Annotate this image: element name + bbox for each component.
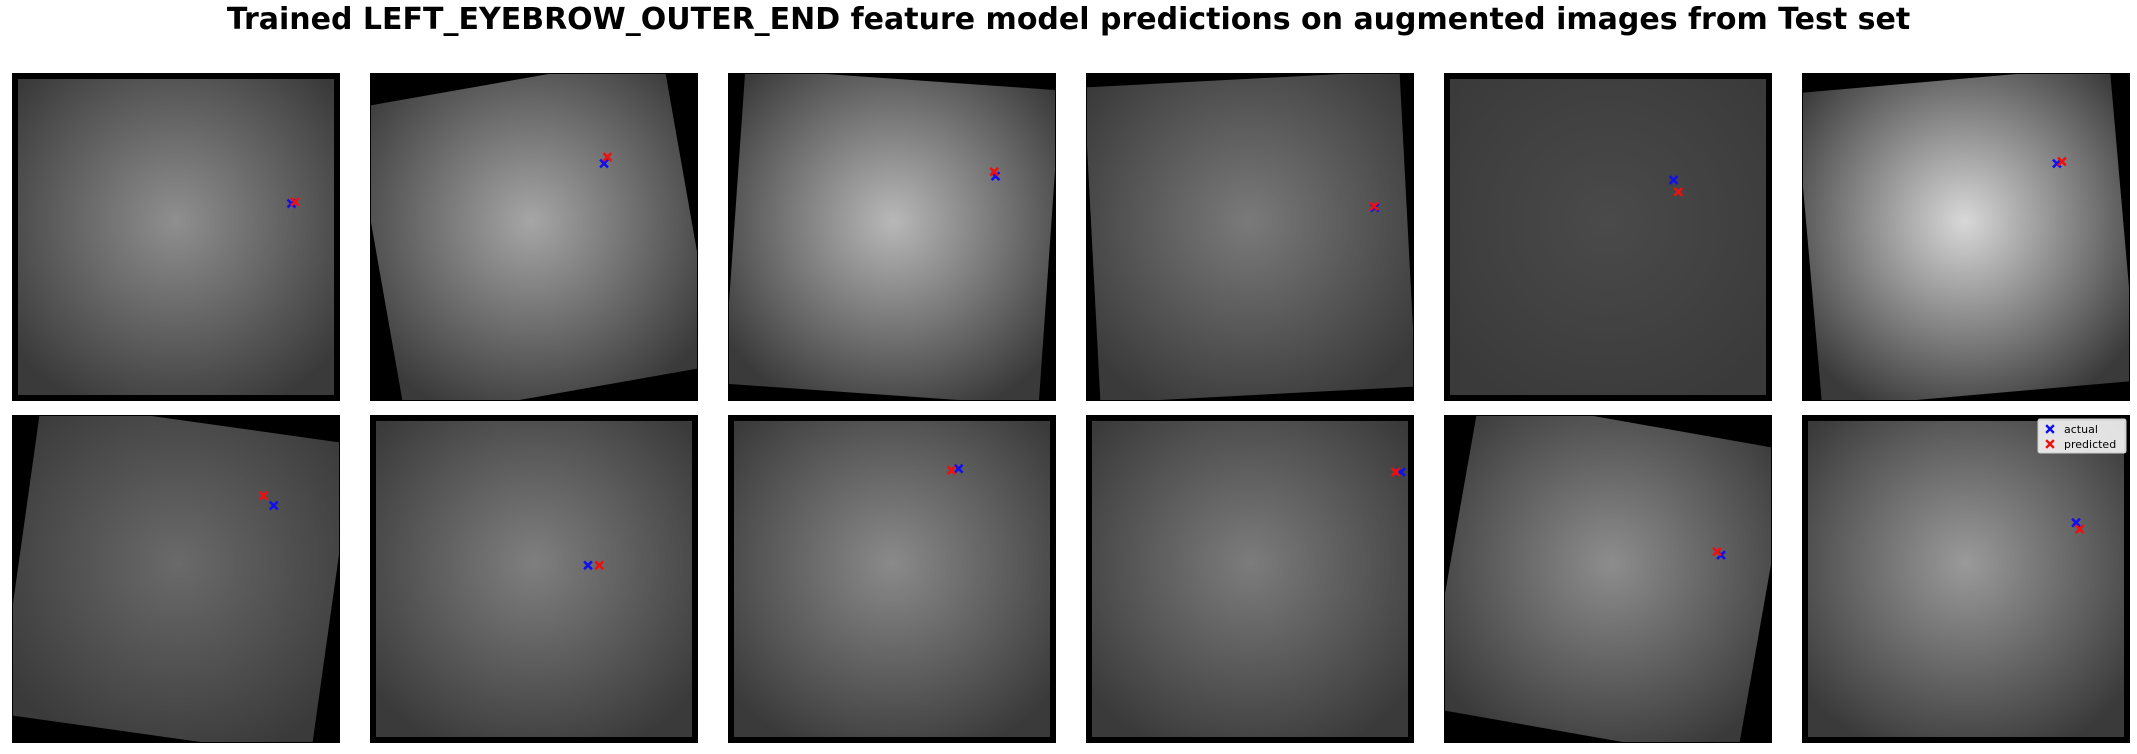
actual-marker xyxy=(599,158,609,169)
predicted-marker xyxy=(1369,201,1379,212)
predicted-marker xyxy=(989,166,999,177)
predicted-marker xyxy=(1673,187,1684,197)
panel-frame xyxy=(1802,415,2130,743)
actual-marker xyxy=(268,500,279,511)
panel-4 xyxy=(1086,73,1414,401)
panel-8 xyxy=(370,415,698,743)
panel-10 xyxy=(1086,415,1414,743)
panel-frame xyxy=(1444,73,1772,401)
face-image xyxy=(1092,421,1408,737)
panel-12 xyxy=(1802,415,2130,743)
figure-title: Trained LEFT_EYEBROW_OUTER_END feature m… xyxy=(226,2,1911,37)
face-image xyxy=(1808,421,2124,737)
panel-frame xyxy=(1086,73,1414,401)
panel-2 xyxy=(370,73,698,401)
actual-marker xyxy=(583,560,593,571)
legend-actual-label: actual xyxy=(2064,423,2098,436)
face-image xyxy=(1086,73,1414,401)
predicted-marker xyxy=(602,152,613,162)
predicted-marker xyxy=(594,560,605,571)
face-image xyxy=(1444,415,1772,743)
panel-frame xyxy=(12,73,340,401)
panel-1 xyxy=(12,73,340,401)
panel-11 xyxy=(1444,415,1772,743)
panel-frame xyxy=(728,415,1056,743)
panel-5 xyxy=(1444,73,1772,401)
predicted-marker xyxy=(1712,546,1722,557)
panel-frame xyxy=(1444,415,1772,743)
panel-6 xyxy=(1802,73,2130,401)
panels-layer xyxy=(12,73,2130,743)
predicted-marker xyxy=(1390,467,1401,477)
face-image xyxy=(376,421,692,737)
predicted-marker xyxy=(2074,524,2085,534)
panel-frame xyxy=(12,415,340,743)
predicted-marker xyxy=(946,465,957,476)
panel-frame xyxy=(370,73,698,401)
actual-marker xyxy=(2071,517,2081,528)
predicted-marker xyxy=(290,196,300,207)
face-image xyxy=(734,421,1050,737)
face-image xyxy=(728,73,1056,401)
panel-frame xyxy=(1802,73,2130,401)
legend: actual predicted xyxy=(2037,418,2127,454)
face-image xyxy=(1802,73,2130,401)
face-image xyxy=(18,79,334,395)
legend-box xyxy=(2037,418,2127,454)
panel-frame xyxy=(1086,415,1414,743)
face-image xyxy=(370,73,698,401)
legend-actual-x xyxy=(2045,424,2055,434)
panel-3 xyxy=(728,73,1056,401)
actual-marker xyxy=(953,463,964,474)
panel-frame xyxy=(370,415,698,743)
legend-actual-marker xyxy=(2045,424,2055,434)
legend-predicted-marker xyxy=(2045,439,2055,449)
legend-predicted-label: predicted xyxy=(2064,438,2116,451)
predicted-marker xyxy=(258,490,269,501)
predicted-marker xyxy=(2057,156,2067,167)
legend-predicted-x xyxy=(2045,439,2055,449)
face-image xyxy=(1450,79,1766,395)
panel-frame xyxy=(728,73,1056,401)
panel-7 xyxy=(12,415,340,743)
panel-9 xyxy=(728,415,1056,743)
face-image xyxy=(12,415,340,743)
actual-marker xyxy=(1668,175,1679,185)
